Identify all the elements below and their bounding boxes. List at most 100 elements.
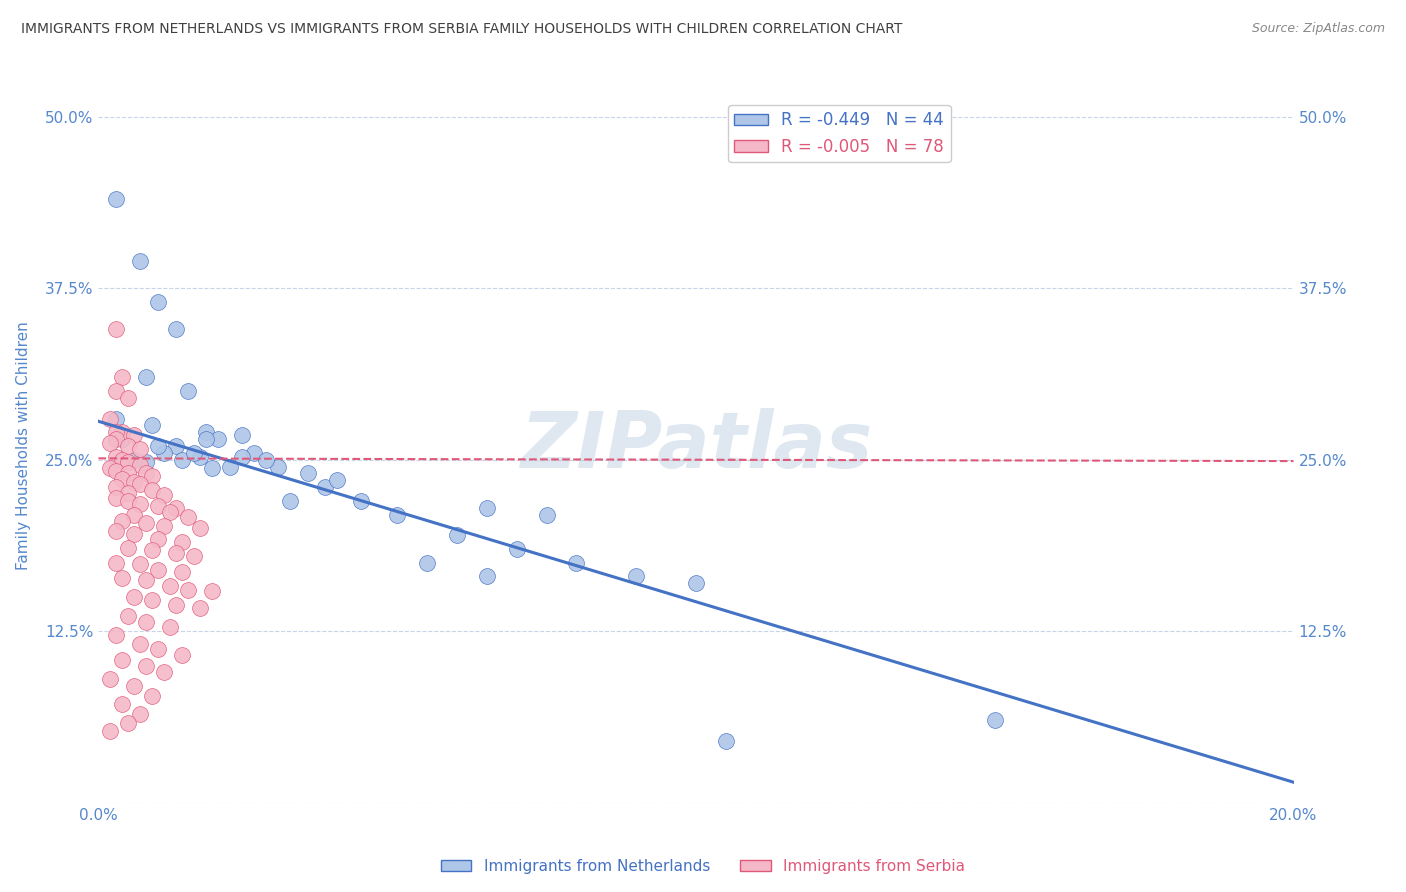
Point (475, 500, 498, 515)
Point (141, 469, 163, 483)
Point (111, 425, 134, 440)
Point (124, 428, 146, 442)
Point (111, 452, 134, 467)
Point (141, 543, 163, 558)
Point (129, 497, 152, 511)
Point (111, 697, 134, 711)
Text: Source: ZipAtlas.com: Source: ZipAtlas.com (1251, 22, 1385, 36)
Point (141, 592, 163, 607)
Point (207, 432, 229, 446)
Point (165, 546, 187, 560)
Point (105, 464, 128, 478)
Point (159, 579, 181, 593)
Point (416, 556, 439, 570)
Point (117, 485, 139, 500)
Point (111, 653, 134, 667)
Point (385, 508, 409, 522)
Point (135, 658, 157, 673)
Point (446, 528, 468, 542)
Point (153, 488, 176, 502)
Text: ZIPatlas: ZIPatlas (520, 408, 872, 484)
Point (177, 510, 200, 524)
Point (254, 452, 277, 467)
Point (297, 467, 319, 481)
Point (201, 584, 224, 599)
Point (129, 637, 152, 651)
Point (105, 480, 128, 494)
Point (111, 515, 134, 529)
Point (188, 601, 211, 615)
Y-axis label: Family Households with Children: Family Households with Children (17, 322, 31, 570)
Point (135, 455, 157, 469)
Point (129, 477, 152, 491)
Point (159, 620, 181, 634)
Point (141, 689, 163, 703)
Point (117, 494, 139, 508)
Point (183, 446, 205, 460)
Point (135, 516, 157, 530)
Point (124, 508, 146, 522)
Point (153, 446, 176, 460)
Point (111, 472, 134, 486)
Legend: R = -0.449   N = 44, R = -0.005   N = 78: R = -0.449 N = 44, R = -0.005 N = 78 (728, 104, 950, 162)
Point (984, 714, 1007, 728)
Point (148, 562, 170, 576)
Point (172, 566, 194, 580)
Point (195, 432, 218, 446)
Point (183, 549, 205, 563)
Point (117, 541, 139, 555)
Point (172, 452, 194, 467)
Point (105, 192, 128, 206)
Point (267, 459, 290, 474)
Point (326, 473, 349, 487)
Point (100, 411, 122, 425)
Point (105, 450, 128, 464)
Point (129, 557, 152, 571)
Point (177, 583, 200, 598)
Point (111, 370, 134, 384)
Point (714, 734, 737, 748)
Point (172, 535, 194, 549)
Point (111, 571, 134, 585)
Point (100, 461, 122, 475)
Point (165, 598, 187, 612)
Point (117, 716, 139, 731)
Point (135, 615, 157, 629)
Point (231, 450, 253, 464)
Point (105, 384, 128, 398)
Point (565, 556, 588, 570)
Point (117, 609, 139, 624)
Point (506, 541, 529, 556)
Point (135, 370, 157, 384)
Point (129, 442, 152, 456)
Point (350, 494, 373, 508)
Point (188, 450, 211, 464)
Point (105, 322, 128, 336)
Point (159, 505, 181, 519)
Point (117, 439, 139, 453)
Point (172, 648, 194, 662)
Point (124, 452, 146, 467)
Point (148, 294, 170, 309)
Point (219, 459, 242, 474)
Point (141, 483, 163, 497)
Point (177, 384, 200, 398)
Point (188, 521, 211, 535)
Point (165, 439, 187, 453)
Point (105, 491, 128, 505)
Point (148, 439, 170, 453)
Point (141, 418, 163, 433)
Point (105, 556, 128, 570)
Point (117, 391, 139, 405)
Point (165, 500, 187, 515)
Point (105, 432, 128, 446)
Legend: Immigrants from Netherlands, Immigrants from Serbia: Immigrants from Netherlands, Immigrants … (434, 853, 972, 880)
Point (105, 425, 128, 440)
Point (129, 253, 152, 268)
Point (129, 458, 152, 473)
Text: IMMIGRANTS FROM NETHERLANDS VS IMMIGRANTS FROM SERBIA FAMILY HOUSEHOLDS WITH CHI: IMMIGRANTS FROM NETHERLANDS VS IMMIGRANT… (21, 22, 903, 37)
Point (124, 679, 146, 693)
Point (315, 480, 337, 494)
Point (685, 576, 707, 591)
Point (148, 642, 170, 657)
